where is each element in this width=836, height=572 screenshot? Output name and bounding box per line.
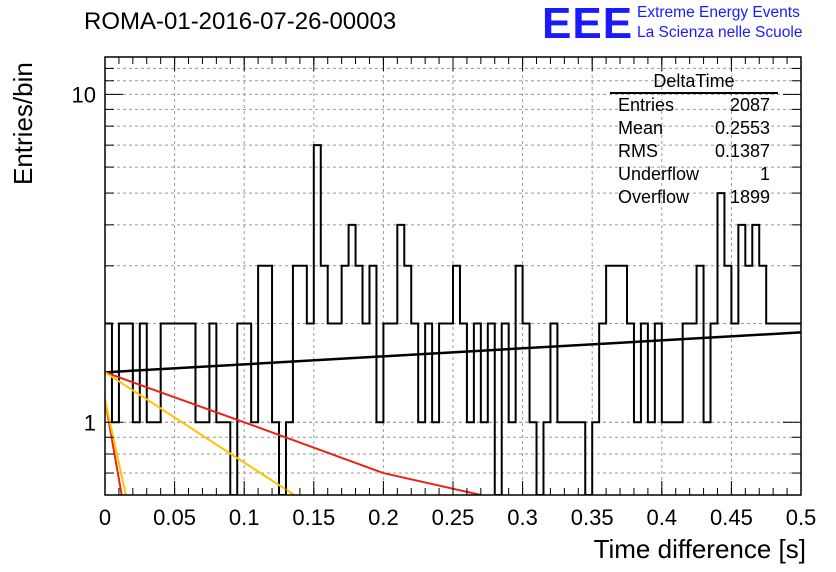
stats-row-entries: Entries 2087 bbox=[610, 94, 778, 117]
x-tick-label: 0.35 bbox=[571, 505, 614, 530]
chart-title: ROMA-01-2016-07-26-00003 bbox=[84, 8, 397, 35]
histogram-outline bbox=[105, 144, 801, 495]
stats-row-rms: RMS 0.1387 bbox=[610, 140, 778, 163]
stats-box: DeltaTime Entries 2087 Mean 0.2553 RMS 0… bbox=[610, 70, 778, 209]
x-tick-label: 0.4 bbox=[647, 505, 678, 530]
stats-value: 1 bbox=[759, 164, 770, 184]
stats-value: 1899 bbox=[729, 187, 770, 207]
y-tick-label: 1 bbox=[84, 410, 96, 435]
fit-line-red bbox=[105, 371, 482, 495]
axis-layer: 0 0.05 0.1 0.15 0.2 0.25 0.3 0.35 0.4 0.45 0.5 1 10 bbox=[72, 56, 817, 530]
stats-row-underflow: Underflow 1 bbox=[610, 163, 778, 186]
stats-label: Overflow bbox=[618, 187, 690, 207]
stats-label: Mean bbox=[618, 118, 664, 138]
fit-line-orange bbox=[105, 371, 295, 495]
stats-value: 2087 bbox=[729, 95, 770, 115]
eee-logo: EEE Extreme Energy Events La Scienza nel… bbox=[542, 2, 834, 48]
x-tick-label: 0.3 bbox=[507, 505, 538, 530]
x-tick-label: 0.5 bbox=[786, 505, 817, 530]
x-tick-label: 0 bbox=[99, 505, 111, 530]
stats-label: Underflow bbox=[618, 164, 700, 184]
stats-row-overflow: Overflow 1899 bbox=[610, 186, 778, 209]
stats-value: 0.1387 bbox=[714, 141, 770, 161]
x-tick-label: 0.2 bbox=[368, 505, 399, 530]
stats-label: Entries bbox=[618, 95, 675, 115]
x-tick-label: 0.45 bbox=[710, 505, 753, 530]
fit-line-black bbox=[105, 331, 801, 374]
fit-layer bbox=[105, 331, 801, 495]
x-tick-label: 0.1 bbox=[229, 505, 260, 530]
stats-title: DeltaTime bbox=[610, 70, 778, 94]
x-tick-label: 0.05 bbox=[153, 505, 196, 530]
stats-label: RMS bbox=[618, 141, 658, 161]
stats-value: 0.2553 bbox=[714, 118, 770, 138]
histogram-layer bbox=[105, 144, 801, 495]
logo-line-2: La Scienza nelle Scuole bbox=[637, 24, 803, 41]
x-tick-label: 0.15 bbox=[292, 505, 335, 530]
y-axis-label: Entries/bin bbox=[8, 62, 38, 185]
fit-line-orange bbox=[105, 399, 127, 495]
y-tick-label: 10 bbox=[72, 82, 96, 107]
stats-row-mean: Mean 0.2553 bbox=[610, 117, 778, 140]
x-axis-label: Time difference [s] bbox=[593, 534, 806, 564]
logo-line-1: Extreme Energy Events bbox=[637, 4, 800, 21]
logo-mark: EEE bbox=[542, 0, 634, 48]
x-tick-label: 0.25 bbox=[432, 505, 475, 530]
